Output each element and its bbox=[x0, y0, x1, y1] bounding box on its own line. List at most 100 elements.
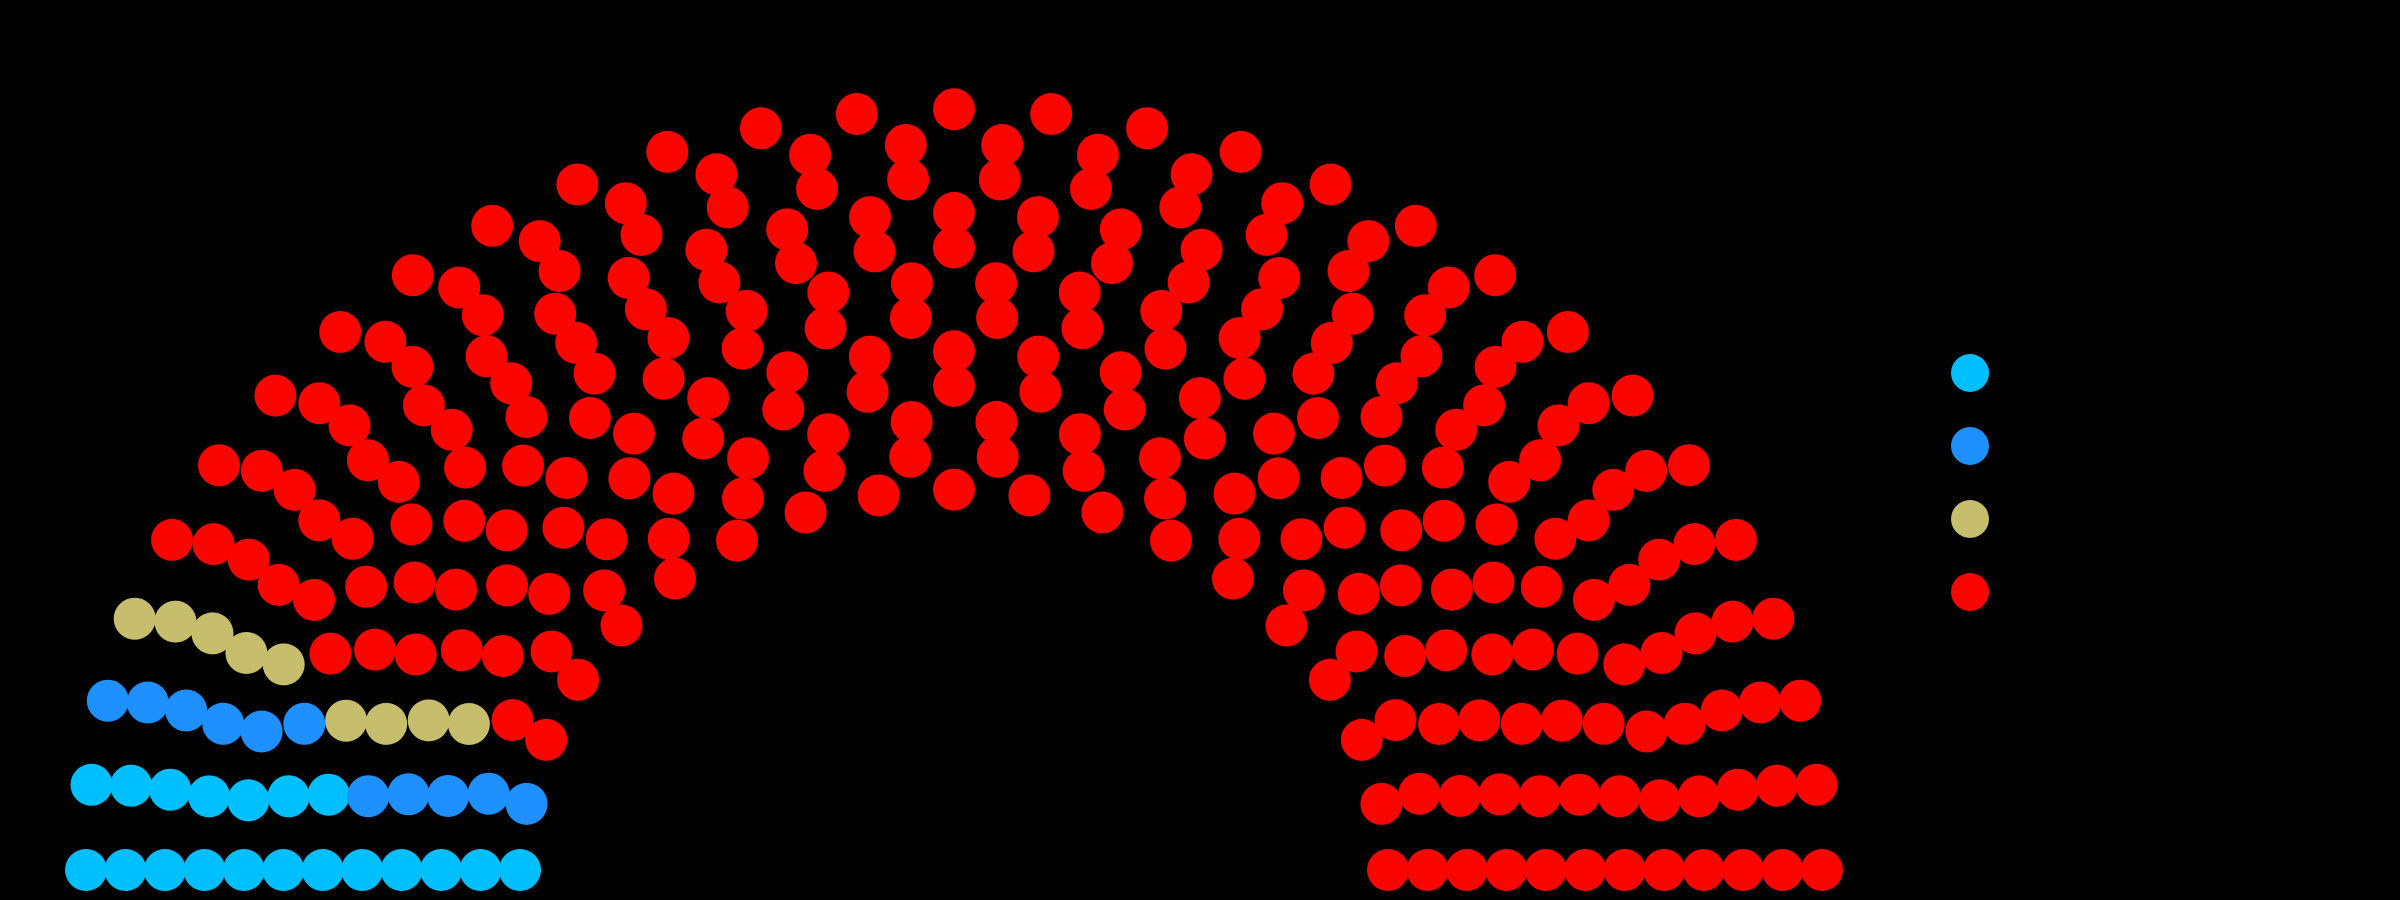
seat-dot bbox=[1367, 849, 1409, 891]
seat-dot bbox=[1682, 849, 1725, 891]
seat-dot bbox=[976, 297, 1019, 339]
seat-dot bbox=[647, 317, 690, 360]
seat-dot bbox=[1139, 437, 1181, 480]
seat-dot bbox=[981, 124, 1024, 166]
seat-dot bbox=[1126, 107, 1169, 150]
seat-dot bbox=[427, 775, 470, 817]
seat-dot bbox=[1282, 569, 1325, 612]
seat-dot bbox=[1564, 849, 1607, 891]
seat-dot bbox=[1673, 523, 1716, 566]
seat-dot bbox=[490, 362, 533, 405]
seat-dot bbox=[1537, 404, 1580, 447]
seat-dot bbox=[198, 444, 240, 487]
seat-dot bbox=[1261, 182, 1304, 225]
seat-dot bbox=[1752, 597, 1795, 640]
seat-dot bbox=[467, 772, 510, 815]
seat-dot bbox=[1327, 250, 1370, 292]
seat-dot bbox=[796, 167, 838, 210]
seat-dot bbox=[1335, 630, 1378, 673]
seat-dot bbox=[1340, 718, 1383, 761]
seat-dot bbox=[1425, 629, 1468, 672]
seat-dot bbox=[309, 632, 352, 675]
seat-dot bbox=[1519, 439, 1562, 482]
seat-dot bbox=[447, 703, 490, 745]
seat-dot bbox=[183, 849, 226, 891]
seat-dot bbox=[192, 523, 235, 566]
seat-dot bbox=[491, 699, 534, 742]
seat-dot bbox=[555, 321, 598, 364]
seat-dot bbox=[1297, 397, 1339, 439]
seat-dot bbox=[620, 213, 663, 256]
seat-dot bbox=[569, 397, 611, 439]
seat-dot bbox=[646, 130, 689, 173]
seat-dot bbox=[1061, 307, 1104, 350]
seat-dot bbox=[1438, 775, 1481, 817]
seat-dot bbox=[402, 384, 445, 427]
seat-dot bbox=[1016, 196, 1059, 239]
seat-dot bbox=[1103, 388, 1146, 431]
seat-dot bbox=[887, 158, 930, 201]
seat-dot bbox=[1430, 568, 1473, 611]
seat-dot bbox=[126, 681, 169, 724]
seat-dot bbox=[1500, 702, 1543, 745]
seat-dot bbox=[1512, 628, 1554, 671]
seat-dot bbox=[254, 374, 297, 417]
seat-dot bbox=[70, 763, 113, 806]
seat-dot bbox=[1625, 449, 1668, 492]
seat-dot bbox=[1017, 335, 1060, 378]
seat-dot bbox=[393, 561, 436, 604]
seat-dot bbox=[499, 849, 541, 891]
seat-dot bbox=[807, 271, 850, 314]
seat-dot bbox=[1677, 775, 1720, 818]
seat-dot bbox=[1309, 163, 1352, 206]
seat-dot bbox=[853, 230, 896, 273]
seat-dot bbox=[65, 849, 107, 891]
seat-dot bbox=[784, 491, 827, 534]
seat-dot bbox=[298, 499, 341, 542]
seat-dot bbox=[600, 604, 643, 647]
seat-dot bbox=[1474, 254, 1517, 297]
seat-dot bbox=[1308, 658, 1351, 701]
seat-dot bbox=[319, 311, 362, 353]
seat-dot bbox=[1058, 271, 1101, 314]
seat-dot bbox=[1213, 472, 1256, 515]
seat-dot bbox=[1099, 208, 1142, 251]
legend-khaki-swatch bbox=[1951, 500, 1989, 538]
seat-dot bbox=[1223, 357, 1266, 400]
seat-dot bbox=[1640, 632, 1683, 674]
legend-blue-swatch bbox=[1951, 427, 1989, 465]
seat-dot bbox=[1241, 288, 1284, 331]
seat-dot bbox=[1159, 186, 1202, 229]
seat-dot bbox=[1485, 849, 1528, 891]
seat-dot bbox=[804, 307, 847, 350]
seat-dot bbox=[1258, 257, 1301, 299]
seat-dot bbox=[624, 288, 667, 331]
seat-dot bbox=[1310, 321, 1353, 364]
seat-dot bbox=[766, 351, 809, 394]
seat-dot bbox=[727, 437, 769, 480]
seat-dot bbox=[1245, 213, 1288, 256]
seat-dot bbox=[933, 468, 975, 511]
seat-dot bbox=[1363, 444, 1406, 487]
seat-dot bbox=[435, 568, 478, 611]
seat-dot bbox=[534, 292, 577, 335]
seat-dot bbox=[1167, 261, 1210, 304]
seat-dot bbox=[583, 569, 626, 612]
seat-dot bbox=[1062, 449, 1105, 492]
seat-dot bbox=[1144, 327, 1187, 370]
seat-dot bbox=[1360, 782, 1403, 825]
seat-dot bbox=[1008, 474, 1051, 517]
seat-dot bbox=[889, 297, 932, 339]
seat-dot bbox=[110, 764, 153, 807]
seat-dot bbox=[585, 518, 628, 561]
seat-dot bbox=[1435, 408, 1478, 451]
seat-dot bbox=[1320, 457, 1363, 499]
seat-dot bbox=[525, 718, 568, 761]
seat-dot bbox=[380, 849, 423, 891]
seat-dot bbox=[884, 124, 927, 166]
seat-dot bbox=[1598, 775, 1641, 818]
seat-dot bbox=[1558, 773, 1601, 816]
seat-dot bbox=[104, 849, 147, 891]
seat-dot bbox=[933, 88, 975, 131]
